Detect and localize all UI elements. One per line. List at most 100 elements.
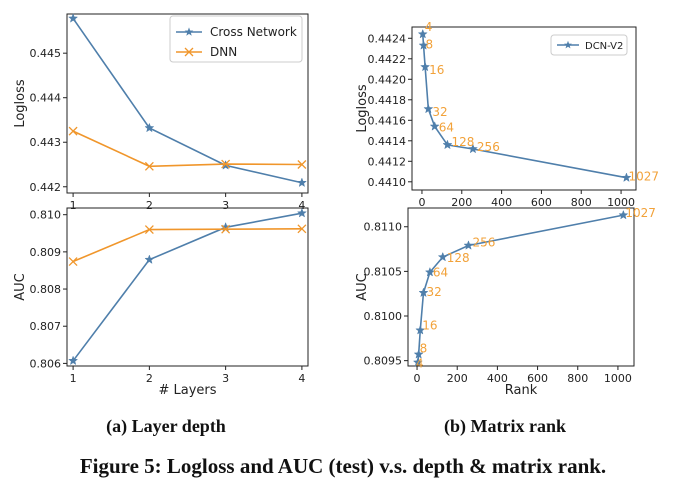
data-point-star bbox=[420, 61, 431, 72]
y-tick-label: 0.4420 bbox=[368, 73, 407, 86]
x-tick-label: 3 bbox=[222, 372, 229, 385]
data-point-star bbox=[437, 251, 448, 262]
series-line bbox=[72, 228, 302, 263]
data-point-x bbox=[68, 257, 78, 266]
point-annotation: 128 bbox=[451, 135, 474, 149]
x-tick-label: 1 bbox=[70, 372, 77, 385]
y-tick-label: 0.444 bbox=[30, 92, 62, 105]
y-tick-label: 0.809 bbox=[30, 246, 62, 259]
legend-box bbox=[550, 34, 628, 56]
y-tick-label: 0.807 bbox=[30, 320, 62, 333]
data-point-x bbox=[221, 159, 231, 169]
data-point-star bbox=[442, 139, 453, 150]
point-annotation: 16 bbox=[429, 63, 444, 77]
point-annotation: 32 bbox=[426, 285, 441, 299]
data-point-star bbox=[415, 324, 426, 335]
data-point-star bbox=[296, 177, 307, 188]
data-point-star bbox=[418, 40, 429, 50]
plot-frame bbox=[407, 207, 635, 367]
point-annotation: 256 bbox=[477, 140, 500, 154]
point-annotation: 32 bbox=[432, 105, 447, 119]
x-tick-label: 200 bbox=[447, 372, 468, 385]
point-annotation: 16 bbox=[422, 318, 437, 332]
x-tick-label: 2 bbox=[146, 372, 153, 385]
legend-label: Cross Network bbox=[210, 25, 297, 39]
series-line bbox=[72, 17, 303, 184]
legend-label: DNN bbox=[210, 45, 237, 59]
point-annotation: 8 bbox=[420, 341, 428, 355]
x-tick-label: 3 bbox=[222, 199, 229, 212]
x-axis-label: # Layers bbox=[158, 383, 216, 398]
x-tick-label: 600 bbox=[527, 372, 548, 385]
point-annotation: 4 bbox=[416, 356, 424, 370]
y-tick-label: 0.4412 bbox=[368, 155, 407, 168]
data-point-star bbox=[467, 143, 478, 154]
y-axis-label: AUC bbox=[13, 273, 28, 301]
point-annotation: 64 bbox=[433, 265, 448, 279]
point-annotation: 1027 bbox=[625, 206, 656, 220]
data-point-star bbox=[429, 121, 440, 131]
data-point-star bbox=[423, 103, 434, 114]
series-line bbox=[72, 130, 302, 168]
x-tick-label: 1000 bbox=[607, 196, 635, 209]
y-tick-label: 0.443 bbox=[30, 136, 62, 149]
x-tick-label: 1 bbox=[70, 199, 77, 212]
point-annotation: 8 bbox=[426, 37, 434, 51]
data-point-star bbox=[621, 172, 632, 182]
plot-frame bbox=[66, 207, 309, 367]
y-tick-label: 0.8100 bbox=[364, 310, 403, 323]
figure-caption: Figure 5: Logloss and AUC (test) v.s. de… bbox=[80, 454, 606, 478]
x-axis-label: Rank bbox=[505, 383, 538, 398]
legend-star-icon bbox=[184, 27, 194, 36]
data-point-star bbox=[413, 349, 424, 359]
data-point-star bbox=[412, 357, 423, 367]
legend-star-icon bbox=[564, 40, 572, 49]
y-tick-label: 0.8110 bbox=[364, 221, 403, 234]
x-tick-label: 1000 bbox=[604, 372, 632, 385]
x-tick-label: 0 bbox=[418, 196, 425, 209]
series-line bbox=[72, 212, 303, 362]
point-annotation: 256 bbox=[472, 235, 495, 249]
x-tick-label: 800 bbox=[567, 372, 588, 385]
x-tick-label: 800 bbox=[571, 196, 592, 209]
legend-box bbox=[169, 15, 303, 63]
subcaption-b: (b) Matrix rank bbox=[444, 416, 566, 437]
x-tick-label: 0 bbox=[414, 372, 421, 385]
point-annotation: 128 bbox=[447, 251, 470, 265]
data-point-x bbox=[297, 160, 307, 169]
y-tick-label: 0.8095 bbox=[364, 355, 403, 368]
y-tick-label: 0.810 bbox=[30, 209, 62, 222]
y-tick-label: 0.4422 bbox=[368, 53, 407, 66]
y-tick-label: 0.808 bbox=[30, 283, 62, 296]
legend-x-icon bbox=[184, 47, 194, 57]
data-point-star bbox=[417, 28, 428, 39]
chart-rank-auc: 0.8095 0.8100 0.8105 0.8110 0 200 400 600 800 100… bbox=[355, 206, 656, 398]
data-point-x bbox=[221, 224, 231, 234]
x-tick-label: 2 bbox=[146, 199, 153, 212]
point-annotation: 1027 bbox=[628, 170, 659, 184]
data-point-star bbox=[618, 209, 629, 220]
x-tick-label: 400 bbox=[487, 372, 508, 385]
data-point-x bbox=[297, 224, 307, 234]
y-tick-label: 0.4424 bbox=[368, 32, 407, 45]
y-tick-label: 0.806 bbox=[30, 357, 62, 370]
data-point-star bbox=[144, 122, 155, 133]
series-line bbox=[421, 34, 627, 179]
data-point-star bbox=[424, 266, 435, 277]
point-annotation: 64 bbox=[439, 120, 454, 134]
chart-layers-auc: 0.806 0.807 0.808 0.809 0.810 1 2 3 4 AUC # Layers bbox=[13, 207, 309, 398]
data-point-star bbox=[463, 240, 474, 250]
y-tick-label: 0.4414 bbox=[368, 135, 407, 148]
data-point-star bbox=[144, 254, 155, 264]
legend-label: DCN-V2 bbox=[585, 41, 623, 52]
y-tick-label: 0.4416 bbox=[368, 114, 407, 127]
data-point-star bbox=[296, 207, 307, 218]
plot-frame bbox=[66, 13, 309, 194]
chart-layers-logloss: 0.442 0.443 0.444 0.445 1 2 3 4 Logloss Cross Net… bbox=[13, 13, 309, 212]
x-tick-label: 4 bbox=[298, 199, 305, 212]
y-tick-label: 0.445 bbox=[30, 47, 62, 60]
y-axis-label: AUC bbox=[355, 273, 370, 301]
data-point-x bbox=[68, 126, 78, 136]
y-tick-label: 0.4418 bbox=[368, 94, 407, 107]
